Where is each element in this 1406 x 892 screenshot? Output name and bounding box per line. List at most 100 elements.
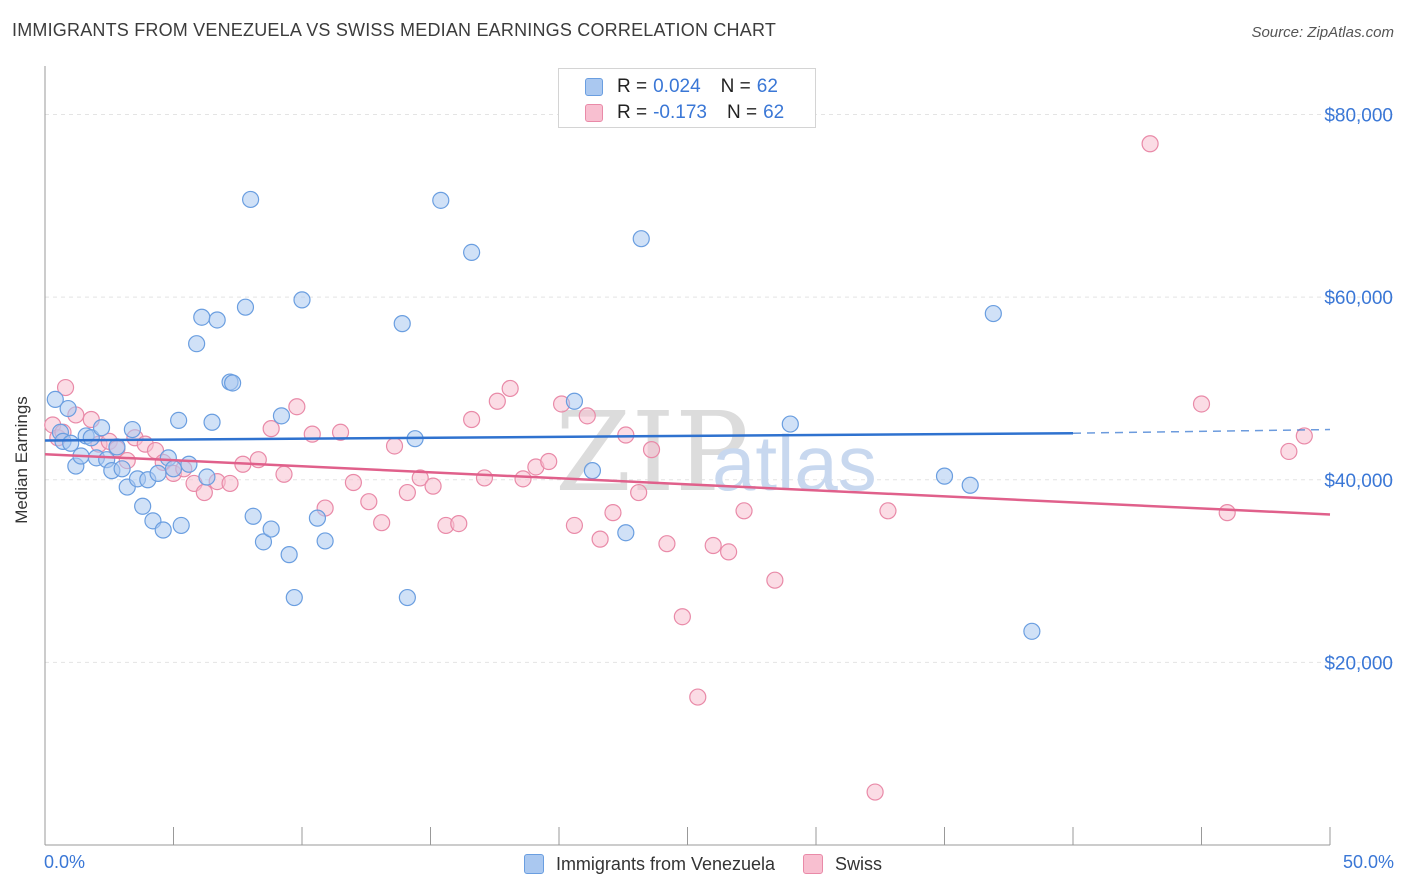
swiss-point — [766, 571, 784, 589]
r-value: 0.024 — [653, 76, 701, 97]
y-tick-label: $20,000 — [1324, 653, 1393, 674]
venezuela-point — [154, 521, 172, 539]
venezuela-point — [393, 315, 411, 333]
venezuela-point — [180, 455, 198, 473]
watermark: ZIP atlas — [555, 388, 877, 516]
swiss-point — [866, 783, 884, 801]
stats-row-venezuela: R = 0.024 N = 62 — [585, 75, 778, 99]
swiss-point — [262, 420, 280, 438]
swiss-point — [704, 536, 722, 555]
series-legend: Immigrants from Venezuela Swiss — [0, 850, 1406, 878]
swiss-point — [1218, 504, 1236, 522]
axes — [44, 66, 1331, 846]
swiss-point — [642, 441, 661, 459]
swiss-point — [488, 392, 506, 410]
swiss-points — [44, 135, 1313, 801]
swiss-point — [565, 516, 584, 535]
venezuela-point — [935, 467, 954, 485]
venezuela-point — [164, 460, 183, 478]
chart-title: IMMIGRANTS FROM VENEZUELA VS SWISS MEDIA… — [12, 20, 777, 40]
r-label: R = — [617, 102, 648, 123]
swiss-point — [331, 423, 350, 441]
legend-item-venezuela[interactable]: Immigrants from Venezuela — [523, 853, 776, 875]
r-value: -0.173 — [653, 102, 707, 123]
legend-label-venezuela: Immigrants from Venezuela — [555, 853, 776, 874]
venezuela-point — [242, 190, 260, 209]
y-tick-labels: $20,000 $40,000 $60,000 $80,000 — [1324, 106, 1393, 675]
swiss-point — [221, 474, 239, 493]
swiss-point — [689, 688, 707, 706]
venezuela-point — [193, 308, 211, 326]
venezuela-point — [59, 399, 77, 418]
n-label: N = — [720, 76, 751, 97]
stats-row-swiss: R = -0.173 N = 62 — [585, 101, 784, 125]
venezuela-point — [236, 298, 255, 316]
swiss-point — [385, 437, 404, 455]
venezuela-point — [280, 546, 298, 564]
venezuela-swatch — [523, 854, 544, 874]
venezuela-point — [308, 509, 327, 527]
swiss-point — [463, 410, 481, 429]
venezuela-trend-line — [44, 431, 1074, 442]
swiss-point — [591, 530, 609, 548]
venezuela-point — [617, 524, 635, 542]
venezuela-point — [781, 415, 799, 433]
swiss-point — [1192, 395, 1211, 413]
venezuela-point — [984, 304, 1002, 323]
legend-item-swiss[interactable]: Swiss — [803, 854, 882, 875]
venezuela-point — [272, 407, 291, 425]
swiss-point — [617, 426, 635, 444]
swiss-point — [720, 543, 738, 561]
venezuela-point — [285, 588, 303, 607]
venezuela-point — [108, 438, 126, 456]
venezuela-points — [46, 190, 1041, 640]
venezuela-point — [188, 335, 206, 353]
stats-legend: R = 0.024 N = 62 R = -0.173 N = 62 — [558, 68, 816, 128]
swiss-point — [373, 514, 391, 532]
swiss-point — [275, 465, 293, 483]
trend-lines — [44, 428, 1331, 516]
venezuela-point — [293, 291, 311, 309]
venezuela-point — [203, 413, 221, 431]
swiss-point — [630, 483, 648, 502]
venezuela-point — [432, 191, 450, 209]
venezuela-point — [46, 390, 64, 409]
swiss-point — [288, 398, 306, 416]
venezuela-point — [208, 311, 226, 329]
swiss-point — [398, 483, 416, 502]
venezuela-point — [198, 468, 216, 486]
venezuela-point — [398, 588, 416, 607]
swiss-swatch — [803, 854, 824, 874]
swiss-point — [540, 452, 558, 471]
swiss-point — [514, 470, 532, 488]
venezuela-point — [583, 462, 602, 480]
swiss-point — [658, 535, 676, 553]
swiss-point — [411, 469, 429, 487]
swiss-swatch — [585, 104, 603, 122]
venezuela-point — [244, 507, 262, 525]
swiss-point — [879, 502, 897, 520]
venezuela-point — [565, 392, 584, 410]
watermark-atlas: atlas — [712, 419, 877, 507]
swiss-point — [424, 477, 442, 495]
venezuela-trend-extension — [1072, 428, 1331, 434]
venezuela-point — [632, 230, 650, 248]
legend-label-swiss: Swiss — [835, 853, 883, 874]
swiss-point — [475, 469, 494, 487]
swiss-point — [195, 483, 213, 502]
venezuela-point — [82, 429, 100, 447]
venezuela-point — [134, 497, 152, 515]
venezuela-point — [123, 420, 141, 439]
venezuela-point — [262, 520, 280, 538]
n-value: 62 — [756, 76, 778, 97]
swiss-trend-line — [44, 452, 1331, 516]
venezuela-point — [254, 533, 273, 551]
swiss-point — [673, 608, 691, 626]
venezuela-point — [92, 419, 111, 437]
swiss-point — [604, 504, 622, 522]
source-label: Source: ZipAtlas.com — [1251, 24, 1394, 41]
swiss-point — [56, 378, 75, 397]
swiss-point — [360, 493, 378, 511]
swiss-point — [578, 407, 596, 425]
